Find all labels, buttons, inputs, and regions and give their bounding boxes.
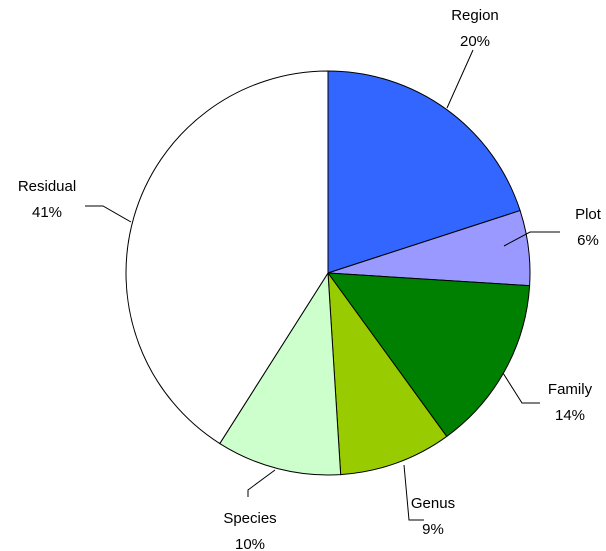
- slice-label-family: Family: [548, 381, 593, 398]
- slice-label-species: Species: [223, 510, 276, 527]
- leader-line-species: [247, 469, 276, 497]
- pie-slice-species: [219, 271, 342, 476]
- leader-line-plot: [503, 231, 560, 247]
- leader-lines-layer: [85, 49, 560, 521]
- leader-line-genus: [403, 464, 424, 521]
- slice-percent-plot: 6%: [577, 232, 599, 249]
- slice-label-plot: Plot: [575, 206, 602, 223]
- pie-slice-genus: [327, 271, 448, 476]
- slice-label-genus: Genus: [411, 495, 455, 512]
- leader-line-family: [502, 372, 540, 404]
- leader-line-region: [446, 49, 474, 109]
- labels-layer: Region 20% Plot 6% Family 14% Genus 9% Species 10…: [18, 7, 602, 551]
- slice-percent-family: 14%: [555, 407, 585, 424]
- slices-layer: [125, 70, 531, 476]
- slice-percent-species: 10%: [235, 536, 265, 551]
- leader-line-residual: [85, 205, 132, 223]
- slice-label-residual: Residual: [18, 178, 76, 195]
- slice-percent-residual: 41%: [32, 204, 62, 221]
- pie-slice-family: [326, 272, 531, 438]
- slice-percent-region: 20%: [460, 33, 490, 50]
- slice-label-region: Region: [451, 7, 499, 24]
- pie-slice-region: [327, 70, 521, 274]
- slice-percent-genus: 9%: [422, 521, 444, 538]
- pie-slice-residual: [125, 70, 329, 445]
